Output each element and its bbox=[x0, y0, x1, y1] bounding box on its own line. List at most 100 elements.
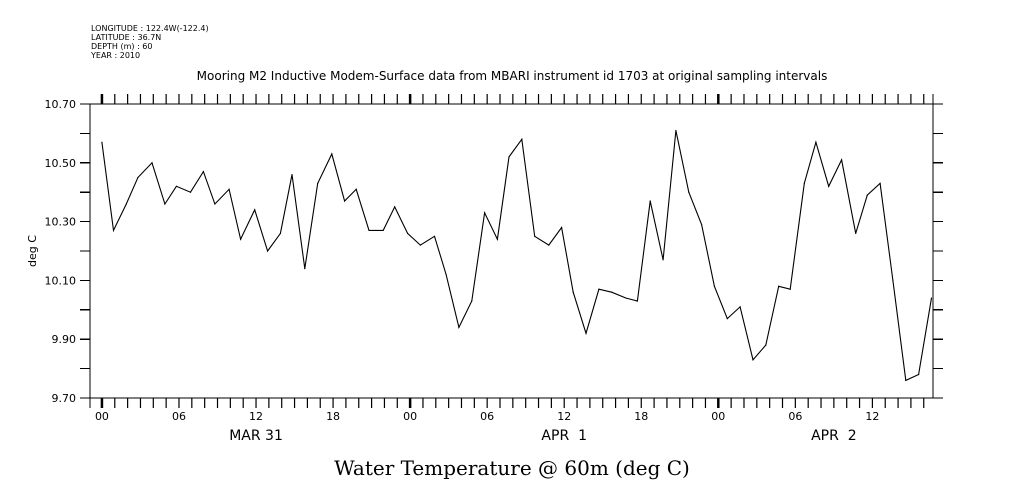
y-tick-label: 9.90 bbox=[52, 333, 77, 346]
latitude-text: LATITUDE : 36.7N bbox=[91, 33, 161, 42]
data-point bbox=[572, 291, 574, 293]
longitude-text: LONGITUDE : 122.4W(-122.4) bbox=[91, 24, 209, 33]
y-axis-label: deg C bbox=[26, 235, 39, 267]
x-tick-label: 00 bbox=[95, 410, 109, 423]
data-point bbox=[496, 238, 499, 240]
data-point bbox=[662, 259, 664, 261]
data-point bbox=[508, 156, 510, 158]
data-point bbox=[254, 209, 256, 211]
data-point bbox=[726, 318, 728, 320]
x-tick-label: 18 bbox=[326, 410, 340, 423]
data-point bbox=[175, 185, 178, 187]
x-date-label: APR 2 bbox=[811, 428, 857, 444]
data-point bbox=[675, 129, 677, 132]
data-point bbox=[458, 326, 460, 329]
y-tick-label: 10.70 bbox=[45, 98, 77, 111]
data-point bbox=[789, 288, 791, 290]
data-point bbox=[240, 238, 242, 240]
data-point bbox=[840, 159, 843, 161]
data-point bbox=[419, 244, 421, 246]
data-point bbox=[202, 171, 204, 173]
data-point bbox=[905, 379, 907, 381]
x-date-label: MAR 31 bbox=[229, 428, 283, 444]
y-tick-label: 10.50 bbox=[45, 157, 77, 170]
x-tick-label: 12 bbox=[557, 410, 571, 423]
x-date-labels: MAR 31 APR 1 APR 2 bbox=[229, 428, 856, 444]
data-point bbox=[125, 203, 127, 205]
year-text: YEAR : 2010 bbox=[90, 51, 140, 60]
data-point bbox=[304, 268, 306, 270]
data-point bbox=[112, 229, 115, 232]
x-tick-label: 06 bbox=[788, 410, 802, 423]
data-point bbox=[778, 285, 780, 287]
data-point bbox=[151, 162, 153, 164]
y-tick-label: 9.70 bbox=[52, 392, 77, 405]
data-point bbox=[918, 373, 920, 376]
x-tick-labels: 00 06 12 18 00 06 12 18 00 06 12 bbox=[95, 410, 879, 423]
data-point bbox=[189, 191, 192, 193]
data-point bbox=[521, 138, 523, 140]
data-point bbox=[649, 200, 651, 202]
x-date-label: APR 1 bbox=[541, 428, 587, 444]
series-line bbox=[101, 130, 933, 382]
data-point bbox=[752, 359, 754, 361]
data-point bbox=[688, 191, 690, 193]
data-point bbox=[701, 223, 703, 226]
data-point bbox=[930, 297, 933, 299]
data-point bbox=[291, 173, 293, 176]
data-point bbox=[739, 306, 741, 308]
data-point bbox=[137, 176, 139, 179]
data-point bbox=[317, 182, 319, 184]
data-point bbox=[266, 250, 269, 252]
data-point bbox=[228, 188, 230, 190]
data-point bbox=[331, 153, 333, 155]
data-point bbox=[445, 273, 447, 276]
x-tick-label: 18 bbox=[634, 410, 648, 423]
data-point bbox=[636, 300, 639, 302]
data-point bbox=[355, 188, 357, 190]
x-tick-label: 06 bbox=[480, 410, 494, 423]
x-tick-label: 06 bbox=[172, 410, 186, 423]
y-tick-labels: 9.70 9.90 10.10 10.30 10.50 10.70 bbox=[45, 98, 77, 405]
data-point bbox=[406, 232, 409, 234]
data-point bbox=[214, 203, 216, 205]
data-point bbox=[585, 332, 587, 334]
x-tick-label: 12 bbox=[249, 410, 263, 423]
data-point bbox=[471, 300, 473, 302]
data-point bbox=[855, 232, 857, 234]
series-group bbox=[101, 129, 933, 382]
data-point bbox=[394, 206, 396, 208]
header-info: LONGITUDE : 122.4W(-122.4) LATITUDE : 36… bbox=[90, 24, 209, 60]
data-point bbox=[803, 182, 805, 184]
x-axis-title: Water Temperature @ 60m (deg C) bbox=[334, 456, 690, 480]
data-point bbox=[279, 232, 282, 234]
data-point bbox=[164, 203, 166, 205]
data-point bbox=[879, 182, 881, 184]
data-point bbox=[598, 288, 600, 290]
plot-axes bbox=[80, 94, 943, 408]
x-tick-label: 12 bbox=[865, 410, 879, 423]
data-point bbox=[866, 194, 868, 196]
data-point bbox=[433, 235, 436, 237]
data-point bbox=[611, 291, 613, 293]
data-point bbox=[625, 297, 627, 299]
data-point bbox=[713, 285, 716, 287]
x-tick-label: 00 bbox=[403, 410, 417, 423]
y-tick-label: 10.10 bbox=[45, 274, 77, 287]
x-tick-label: 00 bbox=[711, 410, 725, 423]
data-point bbox=[368, 229, 370, 232]
data-point bbox=[828, 185, 830, 187]
data-point bbox=[483, 212, 486, 214]
data-point bbox=[765, 344, 767, 346]
y-tick-label: 10.30 bbox=[45, 216, 77, 229]
data-point bbox=[382, 229, 384, 232]
depth-text: DEPTH (m) : 60 bbox=[91, 42, 152, 51]
data-point bbox=[548, 244, 550, 246]
data-point bbox=[344, 200, 346, 202]
chart-title: Mooring M2 Inductive Modem-Surface data … bbox=[197, 69, 828, 83]
data-point bbox=[101, 141, 103, 143]
data-point bbox=[815, 141, 817, 143]
data-point bbox=[534, 235, 536, 237]
data-point bbox=[892, 279, 894, 281]
